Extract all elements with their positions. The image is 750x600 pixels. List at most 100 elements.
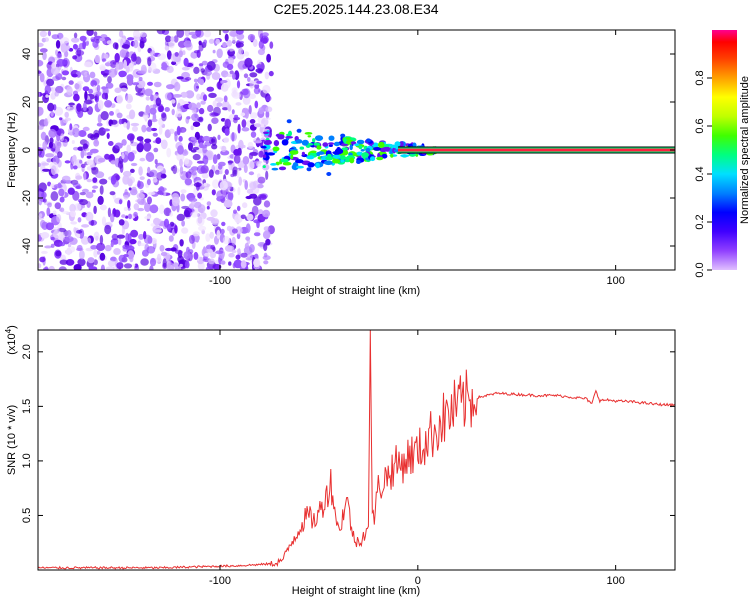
noise-blob: [206, 61, 216, 71]
noise-blob: [184, 178, 192, 186]
noise-blob: [147, 57, 152, 67]
noise-blob: [50, 236, 55, 241]
noise-blob: [183, 57, 189, 67]
noise-blob: [193, 66, 200, 74]
transition-blob: [354, 143, 360, 147]
noise-blob: [262, 37, 268, 44]
noise-blob: [252, 38, 258, 48]
noise-blob: [121, 214, 126, 218]
noise-blob: [100, 111, 109, 121]
noise-blob: [45, 153, 54, 158]
noise-blob: [159, 244, 165, 252]
noise-blob: [144, 202, 151, 212]
noise-blob: [248, 105, 252, 115]
noise-blob: [90, 80, 98, 87]
noise-blob: [147, 166, 151, 174]
noise-blob: [229, 30, 238, 37]
noise-blob: [47, 30, 52, 37]
noise-blob: [166, 147, 172, 158]
noise-blob: [261, 32, 269, 37]
noise-blob: [227, 191, 234, 202]
noise-blob: [240, 260, 247, 269]
noise-blob: [44, 245, 52, 249]
noise-blob: [59, 242, 66, 247]
transition-blob: [282, 161, 292, 166]
transition-blob: [370, 156, 376, 162]
noise-blob: [198, 107, 205, 115]
noise-blob: [72, 165, 78, 170]
noise-blob: [246, 188, 253, 194]
noise-blob: [234, 214, 243, 224]
snr-series-line: [38, 330, 675, 570]
noise-blob: [164, 45, 170, 51]
noise-blob: [246, 213, 254, 221]
noise-blob: [250, 131, 257, 138]
transition-blob: [307, 162, 315, 168]
noise-blob: [81, 224, 90, 228]
noise-blob: [139, 139, 144, 149]
noise-blob: [50, 66, 60, 75]
bottom-plot-frame: [37, 329, 676, 571]
noise-blob: [127, 37, 135, 41]
noise-blob: [68, 102, 75, 106]
noise-blob: [179, 165, 184, 175]
noise-blob: [134, 33, 142, 38]
noise-blob: [220, 80, 224, 84]
noise-blob: [223, 95, 228, 103]
transition-blob: [260, 145, 267, 149]
noise-blob: [265, 95, 272, 102]
noise-blob: [165, 35, 172, 43]
noise-blob: [229, 70, 234, 75]
noise-blob: [235, 42, 244, 48]
noise-blob: [99, 185, 104, 195]
noise-blob: [106, 40, 113, 45]
transition-blob: [285, 136, 293, 139]
noise-blob: [265, 170, 269, 180]
noise-blob: [56, 58, 66, 67]
colorbar-ticks: 0.0 0.2 0.4 0.6 0.8: [694, 70, 712, 278]
noise-blob: [221, 145, 227, 153]
top-y-axis-label: Frequency (Hz): [6, 112, 18, 188]
transition-blob: [345, 137, 351, 140]
noise-blob: [125, 103, 132, 110]
noise-blob: [206, 248, 213, 253]
transition-blob: [304, 132, 313, 135]
noise-blob: [269, 41, 274, 49]
noise-blob: [249, 244, 255, 253]
noise-blob: [193, 251, 199, 260]
noise-blob: [85, 191, 94, 199]
noise-blob: [232, 166, 239, 175]
transition-outlier: [286, 119, 292, 124]
noise-blob: [244, 57, 253, 68]
noise-blob: [231, 228, 238, 234]
noise-blob: [198, 63, 204, 67]
noise-blob: [208, 38, 215, 44]
transition-blob: [263, 131, 269, 135]
noise-blob: [137, 181, 144, 190]
noise-blob: [108, 68, 117, 78]
noise-blob: [60, 37, 70, 44]
noise-blob: [256, 64, 263, 69]
noise-blob: [97, 250, 101, 255]
noise-blob: [263, 252, 268, 258]
noise-blob: [107, 207, 111, 218]
noise-blob: [48, 141, 54, 149]
noise-blob: [160, 251, 168, 257]
noise-blob: [127, 199, 131, 209]
noise-blob: [84, 90, 88, 101]
noise-blob: [215, 38, 220, 45]
noise-blob: [123, 254, 129, 258]
noise-blob: [264, 71, 270, 80]
noise-blob: [111, 233, 119, 241]
noise-blob: [150, 223, 156, 227]
noise-blob: [99, 204, 107, 211]
noise-blob: [52, 230, 62, 239]
noise-blob: [138, 243, 146, 247]
noise-blob: [76, 80, 84, 85]
noise-blob: [116, 112, 123, 119]
noise-blob: [218, 164, 223, 170]
noise-blob: [123, 59, 127, 69]
noise-blob: [93, 139, 100, 147]
noise-blob: [82, 102, 87, 112]
transition-blob: [356, 139, 365, 145]
